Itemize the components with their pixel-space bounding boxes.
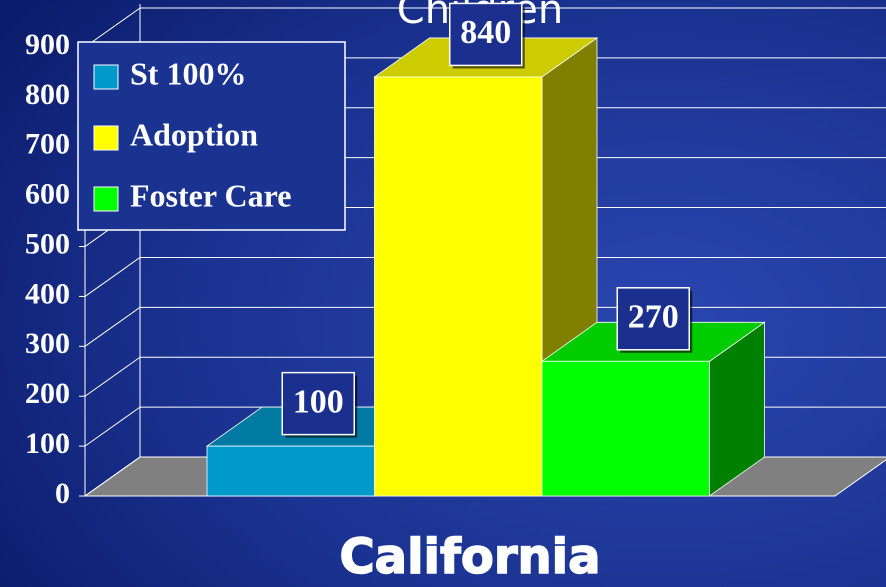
x-category-label: California <box>339 529 600 585</box>
y-tick-label: 300 <box>25 327 70 360</box>
y-tick-label: 100 <box>25 427 70 460</box>
y-tick-label: 400 <box>25 277 70 310</box>
grid-line-side <box>84 406 141 447</box>
legend-swatch <box>93 186 119 212</box>
grid-line-side <box>84 456 141 497</box>
bar <box>206 445 375 497</box>
grid-line-side <box>84 356 141 397</box>
grid-line-side <box>84 7 141 48</box>
grid-line-side <box>84 257 141 297</box>
bar <box>374 76 543 497</box>
value-label: 840 <box>460 14 511 51</box>
value-label: 100 <box>293 383 344 420</box>
legend-label: St 100% <box>130 55 246 91</box>
bar-3d: 270 <box>540 287 766 497</box>
legend-swatch <box>93 125 119 151</box>
legend-box <box>77 41 346 231</box>
value-label: 270 <box>628 299 679 336</box>
y-tick-label: 900 <box>25 28 70 61</box>
bar <box>541 360 710 497</box>
legend-swatch <box>93 64 119 90</box>
value-label-box <box>616 287 690 351</box>
y-tick-label: 0 <box>55 477 70 510</box>
legend-label: Adoption <box>130 116 258 152</box>
value-label-box <box>449 2 523 67</box>
y-tick-label: 200 <box>25 377 70 410</box>
y-tick-label: 500 <box>25 227 70 260</box>
y-tick-label: 700 <box>25 128 70 161</box>
grid-line-side <box>84 306 141 347</box>
legend: St 100% Adoption Foster Care <box>77 41 346 231</box>
y-tick-label: 600 <box>25 178 70 211</box>
value-label-box <box>281 371 355 436</box>
y-tick-label: 800 <box>25 78 70 111</box>
legend-label: Foster Care <box>130 177 291 213</box>
